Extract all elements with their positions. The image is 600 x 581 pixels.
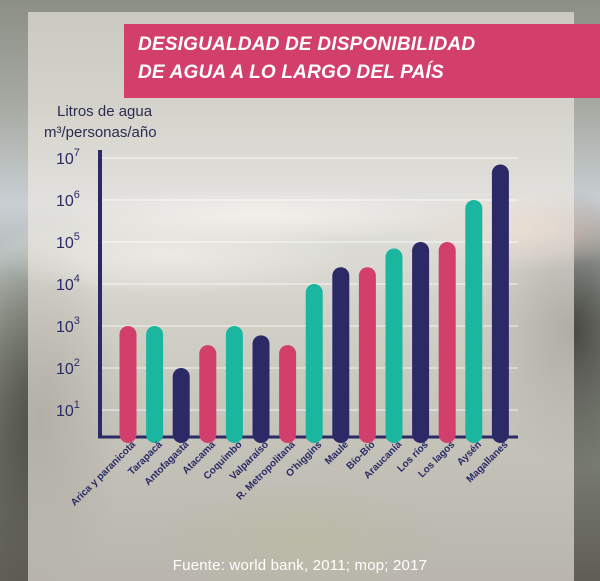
source-note: Fuente: world bank, 2011; mop; 2017 — [172, 557, 428, 574]
y-tick-label: 101 — [56, 399, 80, 420]
chart-panel — [28, 12, 574, 581]
y-tick-label: 107 — [56, 147, 80, 168]
bar — [279, 345, 297, 443]
chart-title-line-1: DESIGUALDAD DE DISPONIBILIDAD — [138, 34, 476, 55]
bar — [172, 368, 190, 443]
bar — [491, 164, 509, 443]
bar — [412, 242, 430, 443]
y-tick-label: 106 — [56, 189, 80, 210]
bar — [146, 326, 164, 443]
x-tick-label: Arica y paranicota — [69, 439, 138, 508]
bar — [305, 284, 323, 443]
y-axis-label-line-2: m³/personas/año — [44, 124, 157, 141]
bar — [385, 248, 403, 443]
chart-title-line-2: DE AGUA A LO LARGO DEL PAÍS — [138, 62, 444, 83]
bar — [465, 200, 483, 443]
y-tick-label: 105 — [56, 231, 80, 252]
bar — [358, 267, 376, 443]
y-tick-label: 102 — [56, 357, 80, 378]
bar — [438, 242, 456, 443]
bar — [225, 326, 243, 443]
y-tick-label: 103 — [56, 315, 80, 336]
bar — [199, 345, 217, 443]
y-axis-label-line-1: Litros de agua — [57, 103, 153, 120]
bar — [119, 326, 137, 443]
y-tick-label: 104 — [56, 273, 80, 294]
title-banner: DESIGUALDAD DE DISPONIBILIDAD DE AGUA A … — [124, 24, 600, 98]
bar — [332, 267, 350, 443]
bar — [252, 335, 270, 443]
